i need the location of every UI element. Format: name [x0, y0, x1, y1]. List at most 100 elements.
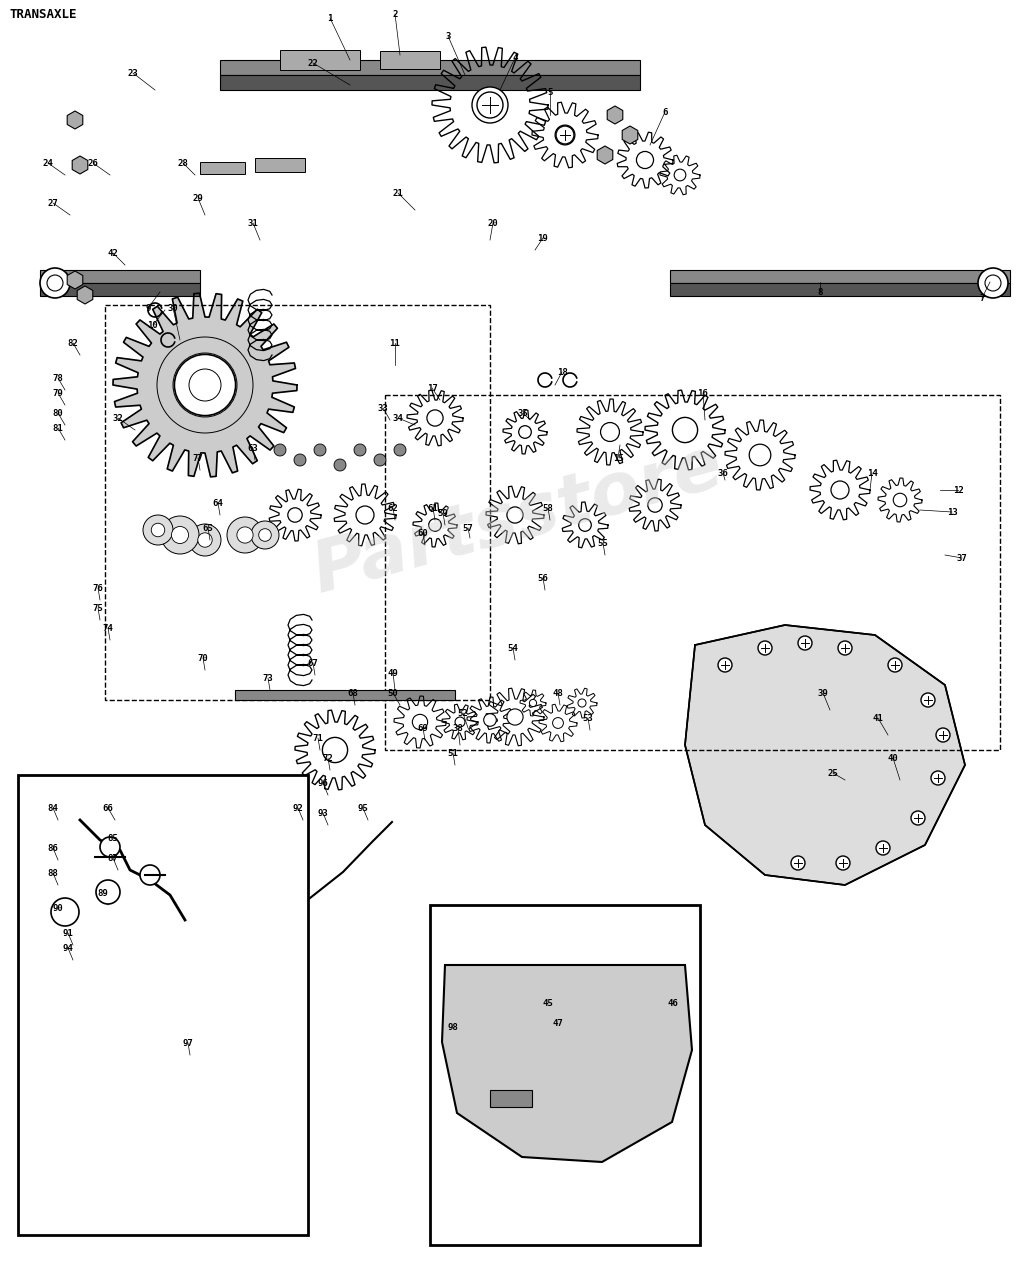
Circle shape — [151, 524, 165, 536]
Text: 46: 46 — [667, 998, 679, 1007]
Circle shape — [51, 899, 79, 925]
Text: 66: 66 — [103, 804, 113, 813]
Polygon shape — [113, 293, 297, 477]
Bar — [105, 305, 490, 700]
Polygon shape — [607, 106, 623, 124]
Circle shape — [427, 410, 443, 426]
Text: 62: 62 — [387, 503, 399, 512]
Bar — [280, 50, 359, 70]
Text: 56: 56 — [538, 573, 548, 582]
Circle shape — [472, 87, 508, 123]
Circle shape — [758, 641, 772, 655]
Polygon shape — [78, 285, 93, 305]
Text: 4: 4 — [513, 54, 518, 63]
Text: 64: 64 — [212, 498, 224, 507]
Text: 60: 60 — [418, 529, 428, 538]
Circle shape — [978, 268, 1008, 298]
Text: 10: 10 — [147, 320, 159, 329]
Text: 22: 22 — [308, 59, 318, 68]
Polygon shape — [235, 690, 455, 700]
Text: 52: 52 — [458, 709, 468, 718]
Text: 45: 45 — [543, 998, 553, 1007]
Text: 28: 28 — [177, 159, 189, 168]
Circle shape — [484, 714, 496, 726]
Text: 91: 91 — [62, 928, 74, 937]
Text: 39: 39 — [817, 689, 829, 698]
Text: 96: 96 — [318, 778, 328, 787]
Circle shape — [798, 636, 812, 650]
Text: 54: 54 — [508, 644, 518, 653]
Polygon shape — [490, 1091, 533, 1107]
Text: 35: 35 — [518, 408, 528, 417]
Text: 25: 25 — [828, 768, 838, 777]
Circle shape — [507, 507, 523, 524]
Polygon shape — [67, 111, 83, 129]
Text: 78: 78 — [53, 374, 63, 383]
Text: 61: 61 — [428, 503, 438, 512]
Text: 15: 15 — [612, 453, 624, 462]
Circle shape — [578, 699, 586, 707]
Circle shape — [227, 517, 263, 553]
Circle shape — [356, 506, 374, 524]
Text: 71: 71 — [313, 733, 323, 742]
Text: TRANSAXLE: TRANSAXLE — [10, 8, 78, 20]
Text: 55: 55 — [598, 539, 608, 548]
Text: 77: 77 — [193, 453, 203, 462]
Circle shape — [931, 771, 945, 785]
Text: 2: 2 — [393, 9, 398, 18]
Polygon shape — [670, 270, 1010, 283]
Bar — [18, 774, 308, 1235]
Circle shape — [100, 837, 120, 858]
Text: 20: 20 — [488, 219, 498, 228]
Circle shape — [294, 454, 306, 466]
Circle shape — [314, 444, 326, 456]
Text: 6: 6 — [662, 108, 667, 116]
Text: 23: 23 — [127, 69, 139, 78]
Circle shape — [876, 841, 890, 855]
Text: 14: 14 — [867, 468, 877, 477]
Text: 79: 79 — [53, 389, 63, 398]
Text: 93: 93 — [318, 809, 328, 818]
Circle shape — [322, 737, 348, 763]
Text: 31: 31 — [248, 219, 258, 228]
Bar — [200, 163, 244, 174]
Text: 38: 38 — [453, 723, 463, 732]
Text: 75: 75 — [92, 603, 104, 613]
Bar — [430, 905, 700, 1245]
Text: 95: 95 — [357, 804, 369, 813]
Text: 9: 9 — [145, 303, 150, 312]
Text: 37: 37 — [956, 553, 968, 562]
Text: 94: 94 — [62, 943, 74, 952]
Polygon shape — [685, 625, 965, 884]
Circle shape — [636, 151, 654, 169]
Text: 27: 27 — [48, 198, 58, 207]
Text: 73: 73 — [262, 673, 274, 682]
Text: 50: 50 — [387, 689, 399, 698]
Text: 59: 59 — [437, 508, 449, 517]
Circle shape — [161, 516, 199, 554]
Circle shape — [455, 717, 465, 727]
Circle shape — [555, 125, 575, 145]
Text: 16: 16 — [697, 389, 709, 398]
Circle shape — [259, 529, 271, 541]
Circle shape — [374, 454, 386, 466]
Circle shape — [648, 498, 662, 512]
Text: 57: 57 — [463, 524, 473, 532]
Circle shape — [921, 692, 936, 707]
Polygon shape — [40, 270, 200, 283]
Text: 49: 49 — [387, 668, 399, 677]
Circle shape — [936, 728, 950, 742]
Circle shape — [394, 444, 406, 456]
Polygon shape — [40, 283, 200, 296]
Text: 58: 58 — [543, 503, 553, 512]
Circle shape — [893, 493, 906, 507]
Text: 36: 36 — [718, 468, 728, 477]
Text: 41: 41 — [872, 713, 884, 722]
Circle shape — [198, 532, 212, 548]
Text: 88: 88 — [48, 869, 58, 878]
Text: 74: 74 — [103, 623, 113, 632]
Circle shape — [911, 812, 925, 826]
Text: 8: 8 — [817, 288, 823, 297]
Text: 13: 13 — [947, 507, 957, 517]
Text: 11: 11 — [390, 338, 400, 347]
